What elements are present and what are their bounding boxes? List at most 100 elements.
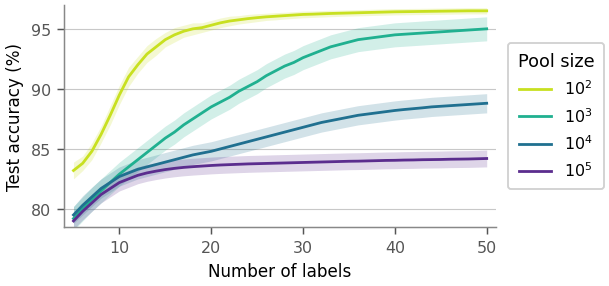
$10^5$ [391,159,398,162]
$10^2$ [143,53,150,56]
$10^4$ [107,181,114,184]
Line: $10^5$: $10^5$ [74,159,486,221]
Y-axis label: Test accuracy (%): Test accuracy (%) [5,43,24,190]
$10^5$ [409,158,417,162]
$10^5$ [418,158,426,162]
$10^5$ [88,201,96,205]
$10^4$ [143,166,150,169]
$10^2$ [152,46,160,49]
$10^4$ [382,110,389,114]
$10^4$ [428,106,435,109]
$10^2$ [198,27,205,30]
$10^2$ [125,76,132,79]
$10^5$ [281,162,288,165]
$10^3$ [253,80,261,84]
$10^4$ [464,103,471,107]
$10^5$ [290,161,297,165]
$10^2$ [253,17,261,20]
$10^5$ [473,157,481,161]
$10^4$ [216,148,224,151]
$10^3$ [428,31,435,35]
$10^2$ [345,12,352,15]
$10^4$ [207,150,214,153]
$10^5$ [97,193,105,196]
$10^3$ [373,36,380,40]
$10^3$ [152,144,160,147]
$10^4$ [253,138,261,141]
$10^2$ [391,11,398,14]
$10^2$ [437,10,444,14]
$10^3$ [409,33,417,36]
$10^3$ [317,49,325,53]
$10^4$ [235,143,242,146]
$10^3$ [134,158,141,162]
$10^2$ [382,11,389,15]
$10^4$ [437,105,444,108]
$10^3$ [79,207,86,211]
Line: $10^2$: $10^2$ [74,11,486,171]
$10^2$ [464,10,471,13]
$10^4$ [70,213,77,217]
$10^4$ [88,195,96,199]
$10^2$ [207,24,214,28]
$10^5$ [354,160,361,163]
$10^4$ [180,156,187,159]
$10^4$ [262,136,270,139]
$10^4$ [116,175,123,178]
$10^4$ [317,121,325,125]
$10^3$ [363,37,370,41]
$10^2$ [116,94,123,97]
$10^2$ [336,12,343,16]
$10^4$ [125,172,132,175]
Line: $10^4$: $10^4$ [74,104,486,215]
$10^4$ [79,204,86,207]
$10^2$ [88,150,96,153]
$10^2$ [70,169,77,172]
$10^2$ [418,10,426,14]
$10^5$ [226,163,233,167]
$10^5$ [107,187,114,190]
$10^4$ [326,120,334,123]
$10^3$ [455,29,462,33]
$10^5$ [272,162,279,165]
$10^5$ [363,160,370,163]
$10^2$ [216,22,224,25]
$10^2$ [473,10,481,13]
$10^2$ [354,12,361,15]
$10^5$ [198,165,205,168]
$10^3$ [161,137,169,140]
$10^5$ [216,164,224,167]
$10^3$ [97,189,105,193]
Line: $10^3$: $10^3$ [74,29,486,219]
$10^4$ [171,158,178,162]
$10^4$ [272,133,279,137]
$10^2$ [171,34,178,37]
$10^4$ [482,102,490,106]
$10^2$ [363,11,370,15]
$10^3$ [308,53,315,56]
$10^2$ [281,15,288,18]
$10^3$ [354,39,361,42]
$10^2$ [428,10,435,14]
$10^5$ [180,166,187,169]
$10^3$ [336,43,343,47]
$10^2$ [299,13,306,17]
$10^3$ [70,217,77,221]
$10^3$ [272,70,279,73]
$10^5$ [373,159,380,163]
$10^5$ [253,162,261,166]
$10^3$ [226,96,233,100]
X-axis label: Number of labels: Number of labels [208,263,351,281]
$10^5$ [244,162,252,166]
$10^2$ [134,64,141,67]
$10^2$ [226,20,233,23]
$10^3$ [473,28,481,32]
$10^3$ [116,173,123,176]
$10^2$ [180,30,187,34]
$10^5$ [207,164,214,168]
$10^4$ [418,107,426,110]
$10^5$ [326,160,334,164]
$10^3$ [189,118,196,121]
$10^2$ [244,18,252,21]
$10^4$ [281,131,288,134]
